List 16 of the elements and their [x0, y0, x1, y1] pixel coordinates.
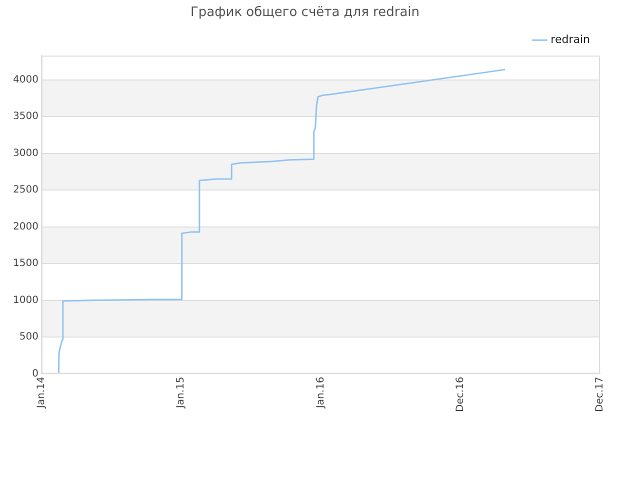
y-tick-label: 0 [32, 368, 38, 380]
x-tick-label: Jan.16 [315, 376, 326, 410]
y-tick-label: 3500 [12, 111, 38, 122]
y-tick-label: 2500 [12, 184, 38, 196]
x-tick-label: Dec.17 [594, 376, 606, 412]
chart-title: График общего счёта для redrain [190, 5, 420, 20]
y-tick-label: 2000 [12, 221, 38, 232]
y-tick-label: 1500 [12, 258, 38, 270]
x-tick-label: Dec.16 [454, 376, 466, 412]
y-tick-label: 500 [19, 332, 38, 343]
x-tick-label: Jan.14 [36, 376, 48, 410]
x-tick-label: Jan.15 [176, 376, 187, 410]
legend-label: redrain [550, 32, 590, 46]
y-tick-label: 3000 [12, 148, 38, 159]
y-tick-label: 1000 [12, 294, 38, 306]
y-tick-label: 4000 [12, 74, 38, 86]
